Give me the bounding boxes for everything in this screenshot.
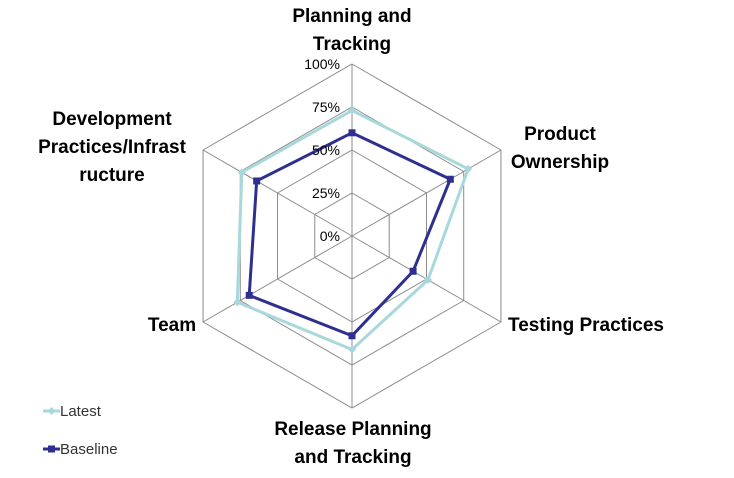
data-point-baseline [245,291,253,299]
tick-label: 100% [304,56,340,72]
radar-grid [202,63,502,409]
axis-label: Team [148,315,196,336]
data-point-latest [237,168,246,177]
data-point-latest [423,275,432,284]
legend-marker [48,445,55,453]
tick-label: 75% [312,99,340,115]
grid-spoke [202,149,353,237]
axis-label: Planning and Tracking [292,6,411,55]
axis-label: Testing Practices [508,315,664,336]
legend-item-latest: Latest [43,403,102,420]
data-point-baseline [348,332,356,340]
data-point-latest [348,106,356,115]
legend-item-baseline: Baseline [43,441,118,458]
tick-label: 25% [312,185,340,201]
axis-label: Release Planning and Tracking [274,419,431,468]
radar-axis-labels: Planning and Tracking Product Ownership Test… [38,6,664,468]
data-point-latest [233,298,242,307]
radar-tick-labels: 0% 25% 50% 75% 100% [304,56,340,244]
legend-label: Latest [60,403,102,420]
grid-spoke [351,149,502,237]
series-line-latest [235,108,470,352]
legend-marker [47,407,56,415]
axis-label: Product Ownership [511,124,609,173]
tick-label: 50% [312,142,340,158]
axis-label: Development Practices/Infrast ructure [38,109,187,186]
tick-label: 0% [320,228,340,244]
legend-label: Baseline [60,441,118,458]
chart-legend: Latest Baseline [43,403,118,458]
data-point-baseline [446,175,454,183]
data-point-baseline [253,177,261,185]
data-point-baseline [348,129,356,137]
data-point-baseline [409,267,417,275]
radar-series [233,106,473,354]
data-point-latest [464,164,473,173]
data-point-latest [348,345,356,354]
grid-spoke [202,235,353,323]
